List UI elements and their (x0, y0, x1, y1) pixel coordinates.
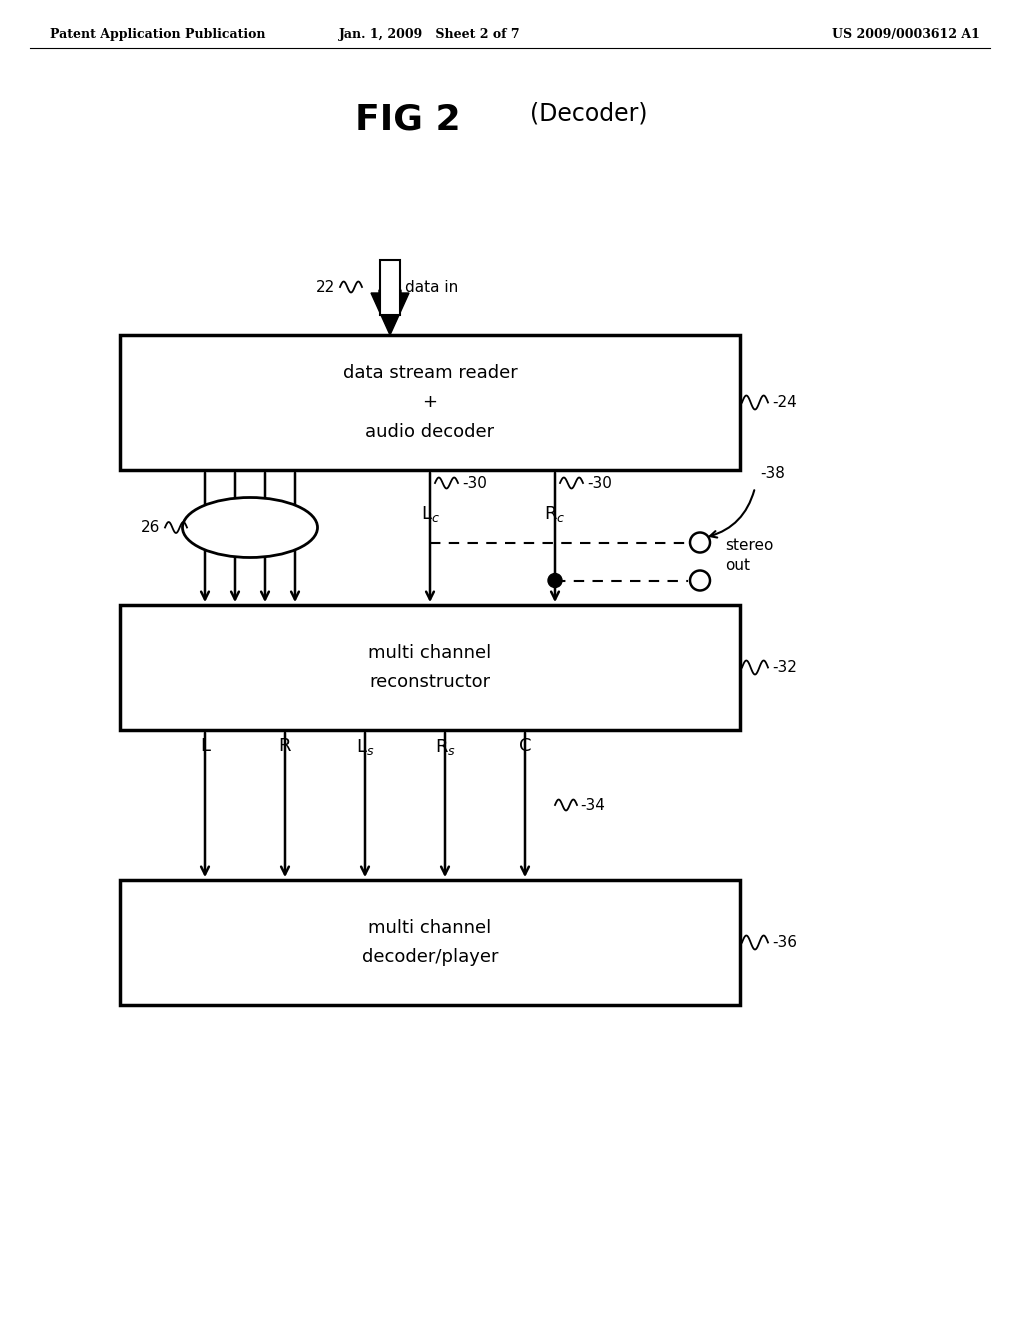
Text: -38: -38 (760, 466, 784, 480)
Ellipse shape (182, 498, 317, 557)
Text: data stream reader
+
audio decoder: data stream reader + audio decoder (343, 364, 517, 441)
Bar (120, 335, 740, 470)
Text: 22: 22 (315, 280, 335, 294)
Text: L: L (200, 737, 210, 755)
Text: L$_c$: L$_c$ (421, 504, 439, 524)
Text: -34: -34 (580, 797, 605, 813)
Text: data in: data in (406, 280, 459, 294)
Text: R$_s$: R$_s$ (434, 737, 456, 756)
Text: FIG 2: FIG 2 (355, 102, 461, 136)
Text: C: C (519, 737, 531, 755)
Text: R$_c$: R$_c$ (545, 504, 565, 524)
Text: L$_s$: L$_s$ (355, 737, 374, 756)
Text: 26: 26 (140, 520, 160, 535)
Text: (Decoder): (Decoder) (530, 102, 647, 125)
Text: -30: -30 (462, 475, 486, 491)
Text: -32: -32 (772, 660, 797, 675)
Text: R: R (279, 737, 291, 755)
Text: -24: -24 (772, 395, 797, 411)
FancyArrow shape (371, 290, 409, 335)
Circle shape (548, 573, 562, 587)
Text: multi channel
reconstructor: multi channel reconstructor (369, 644, 492, 692)
Text: Jan. 1, 2009   Sheet 2 of 7: Jan. 1, 2009 Sheet 2 of 7 (339, 28, 521, 41)
Text: -30: -30 (587, 475, 612, 491)
Bar (380, 260, 400, 315)
Bar (120, 880, 740, 1005)
Bar (120, 605, 740, 730)
Text: US 2009/0003612 A1: US 2009/0003612 A1 (833, 28, 980, 41)
Text: multi channel
decoder/player: multi channel decoder/player (361, 919, 499, 966)
Text: -36: -36 (772, 935, 797, 950)
Text: Patent Application Publication: Patent Application Publication (50, 28, 265, 41)
Text: stereo
out: stereo out (725, 537, 773, 573)
